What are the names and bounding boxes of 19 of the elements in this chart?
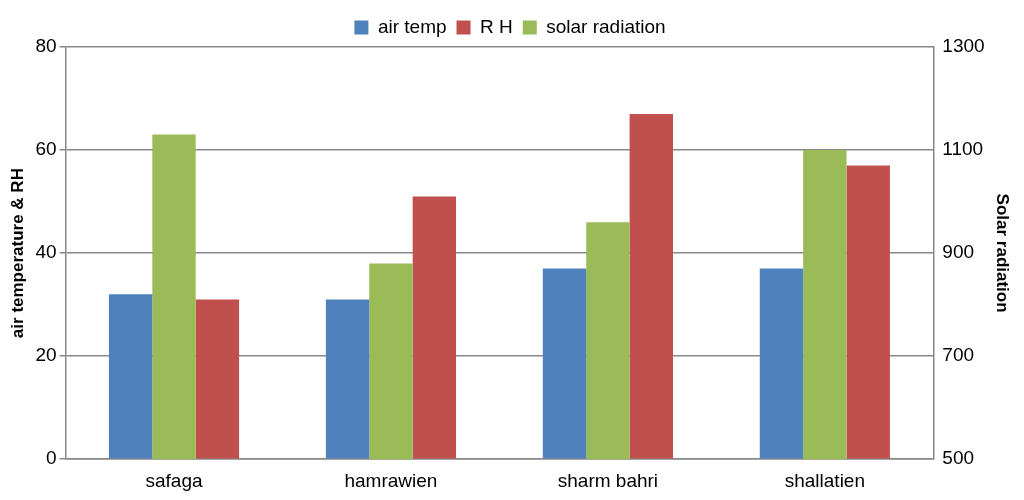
y-tick-label: 60 bbox=[35, 138, 57, 160]
y-tick-label: 80 bbox=[35, 35, 57, 57]
legend-label: solar radiation bbox=[546, 15, 666, 37]
y-tick-label: 20 bbox=[35, 344, 57, 366]
x-tick-label: shallatien bbox=[784, 469, 865, 491]
legend-label: air temp bbox=[377, 15, 447, 37]
x-tick-label: sharm bahri bbox=[557, 469, 659, 491]
y2-tick-label: 1300 bbox=[942, 35, 985, 57]
x-tick-label: hamrawien bbox=[344, 469, 438, 491]
y-tick-label: 40 bbox=[35, 241, 57, 263]
y-tick-label: 0 bbox=[45, 447, 57, 469]
y2-tick-label: 900 bbox=[942, 241, 975, 263]
x-tick-label: safaga bbox=[145, 469, 203, 491]
y2-tick-label: 1100 bbox=[942, 138, 984, 160]
legend-label: R H bbox=[480, 15, 513, 37]
y2-axis-title: Solar radiation bbox=[993, 193, 1013, 313]
y2-tick-label: 700 bbox=[942, 344, 975, 366]
y2-tick-label: 500 bbox=[942, 447, 975, 469]
y-axis-title: air temperature & RH bbox=[7, 168, 27, 339]
